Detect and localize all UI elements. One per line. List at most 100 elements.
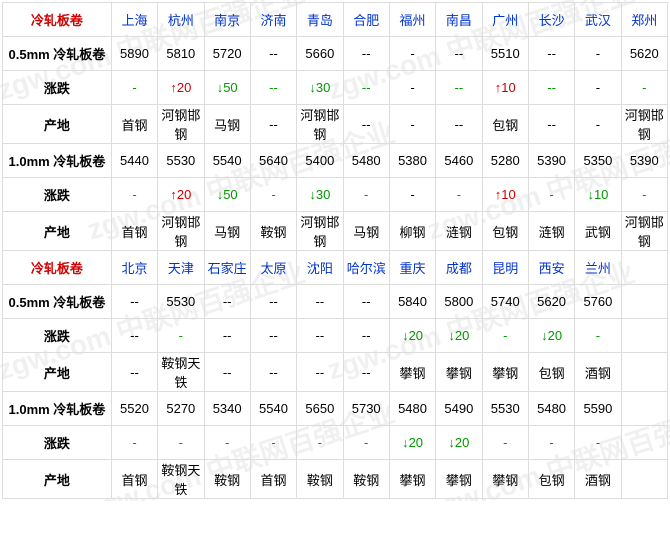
data-cell: 首钢 <box>111 212 157 251</box>
data-cell: 5730 <box>343 392 389 426</box>
city-header: 郑州 <box>621 3 667 37</box>
section-title: 冷轧板卷 <box>3 3 112 37</box>
city-header: 青岛 <box>297 3 343 37</box>
table-row: 涨跌-----------↓20↓20-↓20- <box>3 319 668 353</box>
data-cell: - <box>250 426 296 460</box>
data-cell: - <box>575 105 621 144</box>
data-cell: -- <box>250 319 296 353</box>
data-cell: ↑20 <box>158 71 204 105</box>
data-cell: -- <box>204 353 250 392</box>
city-header: 太原 <box>250 251 296 285</box>
data-cell: ↓20 <box>389 426 435 460</box>
data-cell: ↓20 <box>528 319 574 353</box>
data-cell: -- <box>436 105 482 144</box>
city-header: 西安 <box>528 251 574 285</box>
data-cell: 涟钢 <box>436 212 482 251</box>
data-cell: - <box>111 426 157 460</box>
data-cell: 首钢 <box>111 460 157 499</box>
row-label: 0.5mm 冷轧板卷 <box>3 37 112 71</box>
data-cell <box>621 285 667 319</box>
data-cell: 首钢 <box>250 460 296 499</box>
data-cell: 攀钢 <box>436 353 482 392</box>
data-cell: 鞍钢 <box>204 460 250 499</box>
data-cell: - <box>343 178 389 212</box>
data-cell: 5540 <box>250 392 296 426</box>
row-label: 产地 <box>3 460 112 499</box>
city-header: 昆明 <box>482 251 528 285</box>
data-cell: 5460 <box>436 144 482 178</box>
data-cell: 5280 <box>482 144 528 178</box>
data-cell: - <box>389 178 435 212</box>
data-cell: 鞍钢 <box>343 460 389 499</box>
data-cell: -- <box>436 37 482 71</box>
data-cell: ↓30 <box>297 178 343 212</box>
data-cell: 5520 <box>111 392 157 426</box>
data-cell: 马钢 <box>343 212 389 251</box>
data-cell: 攀钢 <box>482 460 528 499</box>
data-cell: - <box>621 71 667 105</box>
data-cell: -- <box>297 319 343 353</box>
data-cell: - <box>575 71 621 105</box>
data-cell: 首钢 <box>111 105 157 144</box>
data-cell: 5590 <box>575 392 621 426</box>
data-cell: 河钢邯钢 <box>297 212 343 251</box>
data-cell: - <box>297 426 343 460</box>
data-cell: 5620 <box>621 37 667 71</box>
data-cell: -- <box>204 285 250 319</box>
data-cell: - <box>482 319 528 353</box>
city-header: 石家庄 <box>204 251 250 285</box>
data-cell: ↓30 <box>297 71 343 105</box>
data-cell: - <box>528 426 574 460</box>
data-cell <box>621 426 667 460</box>
data-cell: 5530 <box>482 392 528 426</box>
data-cell: ↓10 <box>575 178 621 212</box>
data-cell: - <box>111 178 157 212</box>
data-cell: -- <box>250 105 296 144</box>
data-cell: -- <box>436 71 482 105</box>
city-header: 福州 <box>389 3 435 37</box>
data-cell: ↓20 <box>389 319 435 353</box>
data-cell: 涟钢 <box>528 212 574 251</box>
data-cell: 酒钢 <box>575 460 621 499</box>
table-row: 涨跌-↑20↓50-↓30---↑10-↓10- <box>3 178 668 212</box>
table-row: 1.0mm 冷轧板卷552052705340554056505730548054… <box>3 392 668 426</box>
data-cell: 5390 <box>528 144 574 178</box>
row-label: 产地 <box>3 212 112 251</box>
data-cell: 5400 <box>297 144 343 178</box>
data-cell <box>621 319 667 353</box>
data-cell: 5510 <box>482 37 528 71</box>
data-cell: 鞍钢天铁 <box>158 353 204 392</box>
data-cell: 5390 <box>621 144 667 178</box>
data-cell: ↓20 <box>436 426 482 460</box>
data-cell: - <box>343 426 389 460</box>
data-cell: 酒钢 <box>575 353 621 392</box>
data-cell: ↓20 <box>436 319 482 353</box>
city-header: 北京 <box>111 251 157 285</box>
data-cell: -- <box>250 37 296 71</box>
data-cell: 柳钢 <box>389 212 435 251</box>
row-label: 涨跌 <box>3 178 112 212</box>
data-cell: 5480 <box>343 144 389 178</box>
data-cell: 5650 <box>297 392 343 426</box>
data-cell: -- <box>250 353 296 392</box>
city-header: 长沙 <box>528 3 574 37</box>
data-cell: ↑20 <box>158 178 204 212</box>
table-row: 产地--鞍钢天铁--------攀钢攀钢攀钢包钢酒钢 <box>3 353 668 392</box>
data-cell: 5480 <box>528 392 574 426</box>
data-cell <box>621 460 667 499</box>
city-header: 沈阳 <box>297 251 343 285</box>
data-cell: 5530 <box>158 144 204 178</box>
table-row: 产地首钢河钢邯钢马钢鞍钢河钢邯钢马钢柳钢涟钢包钢涟钢武钢河钢邯钢 <box>3 212 668 251</box>
data-cell: 马钢 <box>204 212 250 251</box>
data-cell: - <box>621 178 667 212</box>
data-cell: 鞍钢 <box>250 212 296 251</box>
row-label: 产地 <box>3 105 112 144</box>
row-label: 1.0mm 冷轧板卷 <box>3 392 112 426</box>
city-header: 上海 <box>111 3 157 37</box>
data-cell: -- <box>528 71 574 105</box>
data-cell: 攀钢 <box>436 460 482 499</box>
data-cell: 5440 <box>111 144 157 178</box>
data-cell: 武钢 <box>575 212 621 251</box>
data-cell: - <box>389 71 435 105</box>
data-cell: 马钢 <box>204 105 250 144</box>
